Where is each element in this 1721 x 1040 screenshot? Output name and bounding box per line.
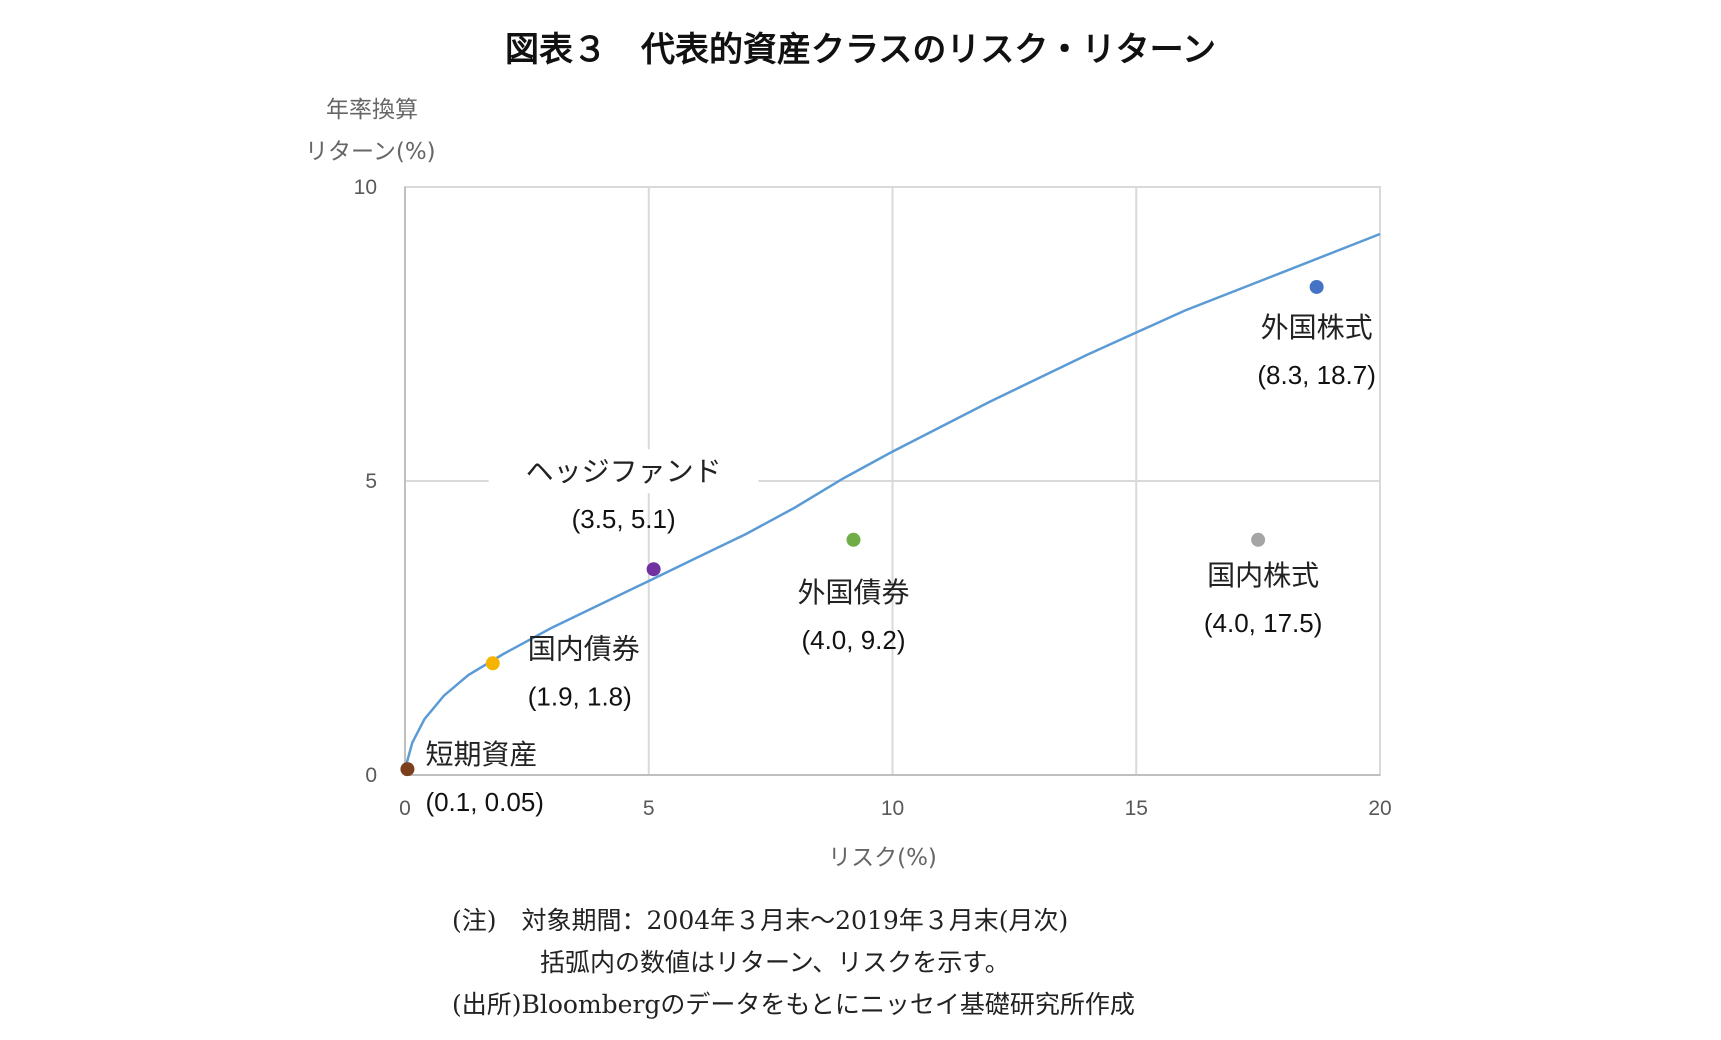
- x-tick-label: 5: [643, 797, 655, 820]
- note-source: (出所)Bloombergのデータをもとにニッセイ基礎研究所作成: [452, 990, 1135, 1019]
- point-name-label: 短期資産: [425, 738, 537, 771]
- label-background: [488, 449, 759, 494]
- y-tick-label: 0: [365, 764, 377, 787]
- y-tick-label: 10: [354, 176, 377, 199]
- point-name-label: 外国株式: [1261, 311, 1373, 344]
- point-value-label: (8.3, 18.7): [1257, 360, 1376, 390]
- note-period: (注) 対象期間：2004年３月末～2019年３月末(月次): [452, 906, 1069, 935]
- x-axis-label: リスク(%): [828, 845, 937, 871]
- x-tick-label: 10: [881, 797, 904, 820]
- frontier-curve: [403, 232, 1381, 770]
- y-axis-label-line-1: 年率換算: [326, 97, 418, 123]
- x-tick-label: 20: [1368, 797, 1391, 820]
- x-tick-label: 0: [399, 797, 411, 820]
- data-point: [1251, 532, 1266, 547]
- chart-title: 図表３ 代表的資産クラスのリスク・リターン: [505, 30, 1216, 70]
- data-point: [846, 532, 861, 547]
- note-parentheses: 括弧内の数値はリターン、リスクを示す。: [540, 948, 1010, 977]
- point-name-label: 外国債券: [797, 576, 909, 609]
- point-value-label: (4.0, 9.2): [801, 625, 905, 655]
- y-axis-label-line-2: リターン(%): [305, 139, 436, 165]
- point-value-label: (0.1, 0.05): [425, 787, 544, 817]
- point-value-label: (4.0, 17.5): [1204, 608, 1323, 638]
- point-value-label: (1.9, 1.8): [528, 681, 632, 711]
- chart-notes: (注) 対象期間：2004年３月末～2019年３月末(月次) 括弧内の数値はリタ…: [452, 900, 1135, 1026]
- data-point: [1309, 279, 1324, 294]
- data-point: [646, 562, 661, 577]
- y-tick-label: 5: [365, 470, 377, 493]
- point-name-label: 国内株式: [1207, 559, 1319, 592]
- point-name-label: 国内債券: [528, 632, 640, 665]
- data-point: [485, 656, 500, 671]
- x-tick-label: 15: [1125, 797, 1148, 820]
- data-point: [400, 762, 415, 777]
- point-name-label: ヘッジファンド: [526, 455, 722, 488]
- point-value-label: (3.5, 5.1): [572, 504, 676, 534]
